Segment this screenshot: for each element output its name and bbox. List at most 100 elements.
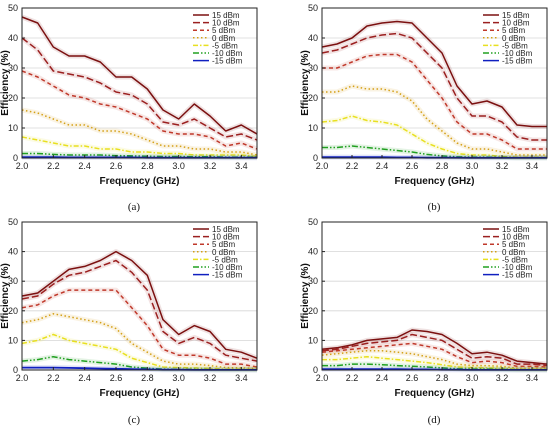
x-tick-label: 2.6 (406, 373, 419, 383)
series-line-0dbm (21, 313, 258, 370)
series-halo-0dbm (322, 83, 547, 158)
y-tick-label: 10 (308, 335, 318, 345)
y-tick-label: 50 (308, 3, 318, 13)
plot-frame (321, 7, 548, 159)
x-tick-label: 2.0 (316, 373, 329, 383)
plot-area (22, 222, 257, 370)
legend-entry-plus10dbm: 10 dBm (212, 233, 240, 242)
series-line-0dbm (321, 350, 548, 370)
series-line-5dbm (21, 70, 258, 150)
y-tick-label: 10 (8, 123, 18, 133)
x-tick-label: 2.4 (376, 161, 389, 171)
y-axis-label: Efficiency (%) (300, 50, 311, 116)
series-line-15dbm (21, 250, 258, 359)
x-axis-label: Frequency (GHz) (394, 176, 474, 187)
x-tick-label: 3.0 (172, 373, 185, 383)
series-line-15dbm (21, 16, 258, 135)
legend-entry-minus5dbm: -5 dBm (502, 41, 528, 50)
x-tick-label: 3.4 (526, 373, 539, 383)
series-line-15dbm (321, 329, 548, 365)
legend-entry-plus10dbm: 10 dBm (502, 233, 530, 242)
panel-label: (d) (428, 414, 441, 426)
series-line-minus5dbm (21, 136, 258, 158)
chart-panel-2: 0 10 20 30 40 50 2.0 2.2 2.4 2.6 2.8 3.0 3.2 3.4 Frequ… (300, 3, 548, 213)
series-line-plus10dbm (321, 333, 548, 367)
y-tick-label: 50 (308, 217, 318, 227)
series-line-minus5dbm (322, 355, 548, 371)
x-axis-label: Frequency (GHz) (99, 176, 179, 187)
x-tick-label: 3.0 (466, 373, 479, 383)
y-tick-label: 20 (8, 306, 18, 316)
x-tick-label: 3.2 (496, 161, 509, 171)
y-tick-label: 30 (8, 63, 18, 73)
plot-frame (321, 221, 548, 371)
x-tick-label: 3.4 (235, 373, 248, 383)
series-line-15dbm (321, 20, 547, 128)
y-tick-label: 0 (13, 365, 18, 375)
x-tick-label: 2.4 (78, 373, 91, 383)
x-tick-label: 2.2 (47, 161, 60, 171)
legend-entry-plus10dbm: 10 dBm (502, 19, 530, 28)
x-tick-label: 2.4 (78, 161, 91, 171)
panel-label: (c) (128, 414, 141, 426)
y-tick-label: 10 (308, 123, 318, 133)
y-axis-label: Efficiency (%) (300, 263, 311, 329)
y-axis-label: Efficiency (%) (0, 50, 11, 116)
series-line-plus10dbm (21, 37, 258, 141)
y-tick-label: 40 (308, 33, 318, 43)
plot-area (322, 222, 547, 370)
x-tick-label: 3.4 (235, 161, 248, 171)
y-tick-label: 30 (308, 276, 318, 286)
x-tick-label: 2.2 (47, 373, 60, 383)
legend-entry-plus10dbm: 10 dBm (212, 19, 240, 28)
x-tick-label: 2.2 (346, 373, 359, 383)
x-tick-label: 2.8 (436, 373, 449, 383)
series-line-5dbm (321, 342, 548, 368)
x-tick-label: 3.0 (172, 161, 185, 171)
y-axis-label: Efficiency (%) (0, 263, 11, 329)
y-tick-label: 50 (8, 217, 18, 227)
y-tick-label: 50 (8, 3, 18, 13)
legend-entry-15dbm: 15 dBm (212, 225, 240, 234)
y-tick-label: 40 (8, 247, 18, 257)
legend-entry-minus10dbm: -10 dBm (502, 263, 533, 272)
panel-label: (a) (128, 201, 141, 213)
x-tick-label: 2.6 (110, 161, 123, 171)
legend-entry-minus15dbm: -15 dBm (502, 271, 533, 280)
x-axis-label: Frequency (GHz) (99, 388, 179, 399)
legend-entry-minus15dbm: -15 dBm (212, 271, 243, 280)
legend-entry-minus15dbm: -15 dBm (212, 57, 243, 66)
x-axis-label: Frequency (GHz) (394, 388, 474, 399)
panel-label: (b) (428, 201, 441, 213)
legend-entry-minus5dbm: -5 dBm (212, 255, 238, 264)
series-line-plus10dbm (21, 259, 258, 362)
legend-entry-minus5dbm: -5 dBm (502, 255, 528, 264)
x-tick-label: 3.2 (204, 161, 217, 171)
x-tick-label: 2.0 (16, 161, 29, 171)
chart-panel-1: 0 10 20 30 40 50 2.0 2.2 2.4 2.6 2.8 3.0 3.2 3.4 Frequ… (0, 3, 259, 213)
legend-entry-15dbm: 15 dBm (502, 11, 530, 20)
x-tick-label: 3.4 (526, 161, 539, 171)
series-line-plus10dbm (321, 32, 547, 141)
series-line-5dbm (322, 53, 547, 150)
y-tick-label: 40 (8, 33, 18, 43)
y-tick-label: 0 (13, 153, 18, 163)
x-tick-label: 2.0 (316, 161, 329, 171)
legend-entry-5dbm: 5 dBm (502, 26, 525, 35)
y-tick-label: 0 (313, 365, 318, 375)
y-tick-label: 30 (308, 63, 318, 73)
x-tick-label: 3.2 (204, 373, 217, 383)
legend-entry-0dbm: 0 dBm (212, 248, 235, 257)
legend-entry-minus15dbm: -15 dBm (502, 57, 533, 66)
x-tick-label: 2.0 (16, 373, 29, 383)
legend-entry-0dbm: 0 dBm (212, 34, 235, 43)
y-tick-label: 0 (313, 153, 318, 163)
x-tick-label: 3.0 (466, 161, 479, 171)
x-tick-label: 2.8 (436, 161, 449, 171)
legend-entry-5dbm: 5 dBm (212, 26, 235, 35)
